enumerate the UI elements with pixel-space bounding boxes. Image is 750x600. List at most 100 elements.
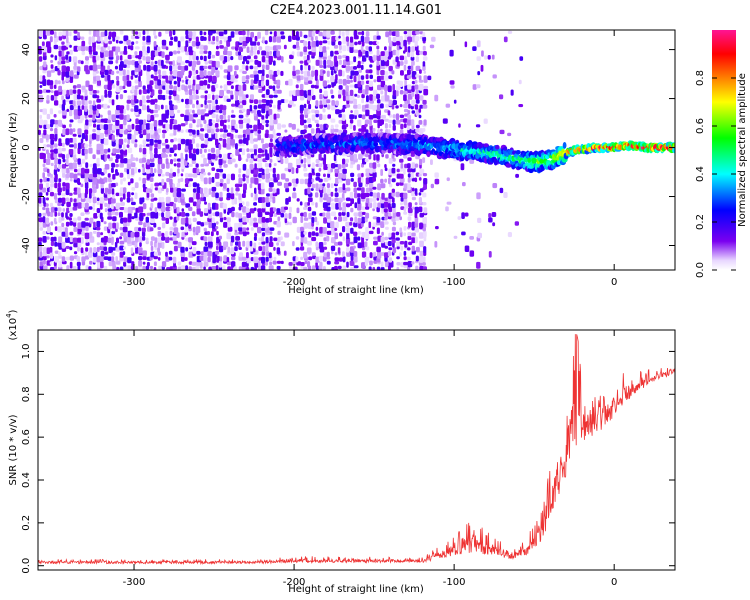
spectrogram-noise-cell <box>265 123 269 128</box>
spectrogram-noise-cell <box>311 89 314 96</box>
spectrogram-noise-cell <box>196 103 201 109</box>
spectrogram-noise-cell <box>376 64 381 71</box>
spectrogram-noise-cell <box>123 108 126 115</box>
x-tick-label: -300 <box>123 277 146 288</box>
spectrogram-noise-cell <box>476 261 481 269</box>
spectrogram-noise-cell <box>345 65 351 71</box>
spectrogram-noise-cell <box>368 221 372 229</box>
spectrogram-noise-cell <box>126 237 132 244</box>
spectrogram-noise-cell <box>39 75 43 82</box>
spectrogram-noise-cell <box>176 50 181 54</box>
spectrogram-noise-cell <box>419 250 425 257</box>
spectrogram-noise-cell <box>46 177 50 182</box>
spectrogram-noise-cell <box>227 246 231 253</box>
spectrogram-noise-cell <box>66 36 69 44</box>
spectrogram-noise-cell <box>146 95 150 100</box>
spectrogram-noise-cell <box>380 70 385 76</box>
spectrogram-noise-cell <box>376 206 380 213</box>
spectrogram-noise-cell <box>65 30 69 37</box>
spectrogram-noise-cell <box>184 65 189 71</box>
spectrogram-noise-cell <box>211 266 217 269</box>
spectrogram-noise-cell <box>49 84 54 90</box>
spectrogram-noise-cell <box>89 217 94 224</box>
spectrogram-noise-cell <box>130 231 135 238</box>
spectrogram-noise-cell <box>369 100 374 104</box>
spectrogram-noise-cell <box>265 236 269 244</box>
spectrogram-noise-cell <box>131 201 136 206</box>
spectrogram-noise-cell <box>253 138 258 142</box>
spectrogram-noise-cell <box>354 192 358 199</box>
spectrogram-noise-cell <box>165 171 170 177</box>
spectrogram-noise-cell <box>315 183 319 189</box>
spectrogram-noise-cell <box>58 110 62 114</box>
spectrogram-noise-cell <box>395 56 399 63</box>
spectrogram-noise-cell <box>180 265 186 270</box>
spectrogram-noise-cell <box>230 173 235 181</box>
spectrogram-noise-cell <box>276 260 282 264</box>
spectrogram-noise-cell <box>249 36 253 43</box>
spectrogram-noise-cell <box>411 196 416 201</box>
spectrogram-noise-cell <box>246 133 250 141</box>
spectrogram-noise-cell <box>353 153 357 160</box>
spectrogram-noise-cell <box>238 217 243 223</box>
spectrogram-noise-cell <box>369 192 374 197</box>
spectrogram-noise-cell <box>342 70 345 77</box>
spectrogram-noise-cell <box>96 242 100 246</box>
spectrogram-noise-cell <box>331 211 336 217</box>
spectrogram-noise-cell <box>362 55 367 62</box>
spectrogram-noise-cell <box>384 164 387 169</box>
spectrogram-noise-cell <box>120 178 123 185</box>
spectrogram-noise-cell <box>122 177 126 182</box>
spectrogram-noise-cell <box>361 30 365 36</box>
spectrogram-noise-cell <box>349 221 353 226</box>
spectrogram-noise-cell <box>203 177 208 185</box>
spectrogram-noise-cell <box>153 30 156 36</box>
spectrogram-noise-cell <box>65 173 70 179</box>
spectrogram-noise-cell <box>134 79 139 84</box>
spectrogram-noise-cell <box>377 251 382 259</box>
spectrogram-noise-cell <box>315 226 319 231</box>
spectrogram-noise-cell <box>358 211 363 217</box>
spectrogram-noise-cell <box>461 231 466 236</box>
spectrogram-noise-cell <box>142 41 146 46</box>
spectrogram-noise-cell <box>173 105 178 110</box>
spectrogram-noise-cell <box>469 250 475 257</box>
spectrogram-noise-cell <box>475 124 481 128</box>
spectrogram-noise-cell <box>299 31 303 37</box>
spectrogram-noise-cell <box>241 256 247 261</box>
spectrogram-noise-cell <box>210 231 214 237</box>
spectrogram-noise-cell <box>399 35 403 43</box>
spectrogram-noise-cell <box>291 123 296 130</box>
spectrogram-noise-cell <box>73 221 77 227</box>
spectrogram-noise-cell <box>92 55 97 63</box>
spectrogram-noise-cell <box>162 70 167 76</box>
spectrogram-noise-cell <box>222 105 227 111</box>
spectrogram-noise-cell <box>337 247 341 254</box>
spectrogram-noise-cell <box>219 104 224 111</box>
spectrogram-noise-cell <box>269 50 272 55</box>
spectrogram-noise-cell <box>303 157 307 164</box>
spectrogram-noise-cell <box>395 237 400 241</box>
spectrogram-noise-cell <box>192 167 198 174</box>
spectrogram-noise-cell <box>188 173 193 178</box>
spectrogram-noise-cell <box>391 232 396 240</box>
spectrogram-noise-cell <box>334 261 340 265</box>
spectrogram-noise-cell <box>477 217 482 223</box>
spectrogram-noise-cell <box>100 65 106 72</box>
spectrogram-noise-cell <box>65 59 70 63</box>
spectrogram-noise-cell <box>122 123 126 131</box>
spectrogram-noise-cell <box>50 241 55 247</box>
spectrogram-noise-cell <box>277 216 281 222</box>
spectrogram-noise-cell <box>266 51 270 59</box>
spectrogram-noise-cell <box>211 186 217 192</box>
spectrogram-noise-cell <box>227 118 231 123</box>
spectrogram-noise-cell <box>61 103 65 111</box>
spectrogram-noise-cell <box>226 177 230 185</box>
spectrogram-noise-cell <box>334 252 338 256</box>
spectrogram-noise-cell <box>364 36 370 44</box>
spectrogram-signal-point <box>410 150 415 155</box>
spectrogram-noise-cell <box>226 217 231 223</box>
spectrogram-noise-cell <box>150 198 155 202</box>
snr-multiplier-close: ) <box>8 309 19 313</box>
spectrogram-noise-cell <box>303 231 307 235</box>
